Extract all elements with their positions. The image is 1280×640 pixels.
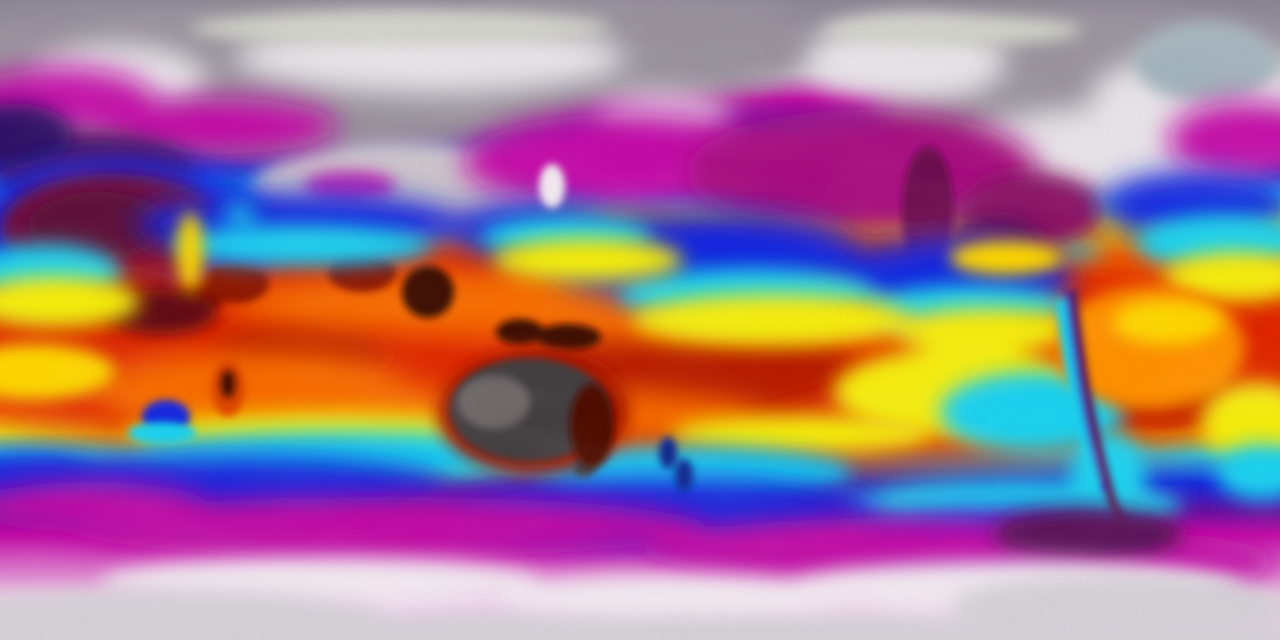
global-temperature-map <box>0 0 1280 640</box>
fine-grain-texture <box>0 0 1280 640</box>
